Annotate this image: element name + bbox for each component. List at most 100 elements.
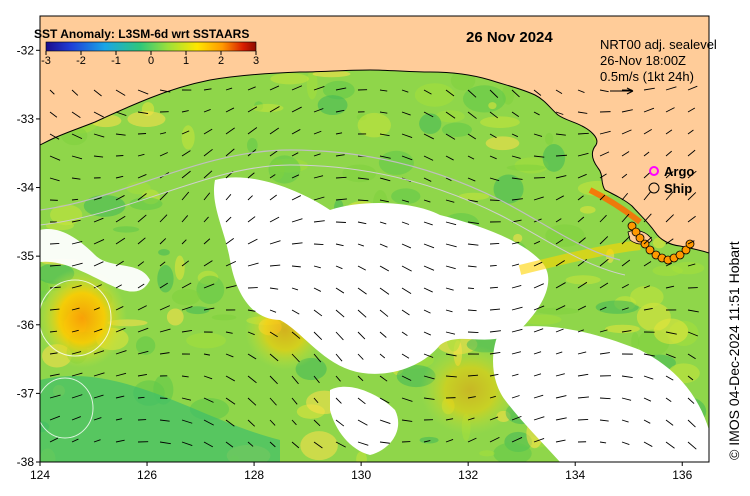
current-vector <box>577 418 589 421</box>
current-vector <box>291 287 299 291</box>
current-vector <box>137 305 147 311</box>
current-vector <box>159 152 168 157</box>
current-vector <box>379 111 388 114</box>
current-vector <box>687 215 696 223</box>
current-info-line3: 0.5m/s (1kt 24h) <box>600 69 694 84</box>
current-vector <box>555 238 564 245</box>
current-vector <box>115 260 124 267</box>
current-vector <box>621 151 630 157</box>
current-vector <box>49 286 61 289</box>
current-vector <box>401 199 410 203</box>
sst-blotch <box>342 164 377 183</box>
current-vector <box>621 419 629 423</box>
current-vector <box>115 237 126 245</box>
current-vector <box>71 198 79 201</box>
current-vector <box>313 375 320 384</box>
current-vector <box>511 437 523 443</box>
current-vector <box>137 214 147 223</box>
current-vector <box>225 216 232 223</box>
current-vector <box>225 375 235 382</box>
current-vector <box>423 397 435 400</box>
current-vector <box>599 89 609 93</box>
current-vector <box>247 397 257 406</box>
lon-tick-label: 132 <box>458 468 478 482</box>
current-vector <box>269 216 280 223</box>
current-vector <box>93 350 105 355</box>
current-vector <box>269 194 277 201</box>
current-vector <box>269 397 277 406</box>
current-vector <box>467 243 479 246</box>
current-vector <box>247 419 256 427</box>
sst-blotch <box>181 125 195 150</box>
current-vector <box>445 353 457 357</box>
current-vector <box>621 259 631 267</box>
sst-blotch <box>653 318 689 345</box>
current-vector <box>137 283 145 289</box>
cloud-mask-southcentral <box>330 386 399 455</box>
lon-tick-label: 124 <box>30 468 50 482</box>
current-vector <box>137 153 145 157</box>
sst-blotch <box>270 73 310 85</box>
current-vector <box>115 133 126 136</box>
current-vector <box>159 191 169 201</box>
current-vector <box>599 419 609 422</box>
colorbar-tick-label: -2 <box>76 55 86 67</box>
current-vector <box>379 375 388 382</box>
current-vector <box>665 331 677 335</box>
current-vector <box>599 306 607 311</box>
colorbar-tick-label: 1 <box>183 55 189 67</box>
current-vector <box>247 86 256 91</box>
current-vector <box>467 111 477 119</box>
current-vector <box>599 214 607 223</box>
current-vector <box>687 149 696 157</box>
current-vector <box>115 215 126 223</box>
current-vector <box>401 353 410 359</box>
colorbar-tick-label: -3 <box>41 55 51 67</box>
current-vector <box>599 282 609 289</box>
current-vector <box>159 238 167 245</box>
sst-blotch <box>485 136 520 151</box>
current-vector <box>445 331 456 335</box>
current-vector <box>71 438 79 443</box>
sst-blotch <box>129 197 163 211</box>
sst-blotch <box>480 116 520 128</box>
current-vector <box>643 191 651 201</box>
current-vector <box>577 373 589 377</box>
current-vector <box>357 419 368 426</box>
current-vector <box>159 261 166 267</box>
lat-tick-label: -32 <box>17 43 35 57</box>
sst-blotch <box>462 85 506 113</box>
current-vector <box>247 106 258 113</box>
current-vector <box>115 89 126 96</box>
sst-blotch <box>135 336 156 355</box>
current-vector <box>467 155 475 160</box>
current-vector <box>445 221 457 226</box>
current-vector <box>49 133 60 140</box>
current-vector <box>577 132 589 135</box>
current-vector <box>379 287 390 295</box>
current-vectors <box>49 85 699 450</box>
current-vector <box>555 154 567 157</box>
current-vector <box>423 133 435 140</box>
lat-tick-label: -33 <box>17 112 35 126</box>
current-vector <box>335 419 345 427</box>
current-vector <box>159 89 171 93</box>
current-vector <box>71 89 79 96</box>
current-vector <box>115 372 127 377</box>
current-vector <box>49 89 55 95</box>
current-vector <box>335 331 344 341</box>
current-vector <box>599 151 610 157</box>
current-vector <box>225 87 233 91</box>
current-vector <box>621 375 633 378</box>
current-vector <box>291 106 302 113</box>
current-vector <box>181 170 191 179</box>
current-vector <box>159 305 170 311</box>
current-vector <box>181 130 190 135</box>
current-vector <box>269 240 281 245</box>
current-vector <box>379 331 387 338</box>
current-vector <box>445 309 453 313</box>
current-vector <box>687 441 697 450</box>
current-vector <box>467 133 477 140</box>
current-vector <box>357 177 369 180</box>
